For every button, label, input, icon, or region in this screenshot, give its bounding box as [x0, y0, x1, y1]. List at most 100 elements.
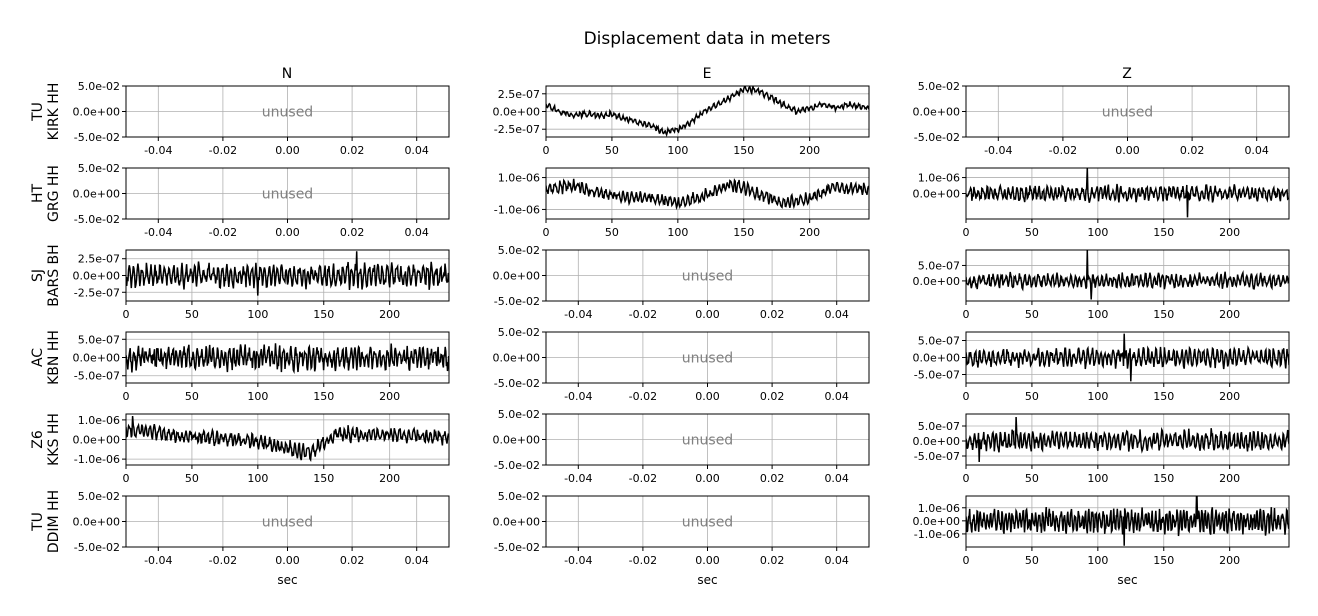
row-label: HT GRG HH: [30, 165, 62, 222]
x-tick-label: 150: [733, 226, 754, 239]
trace-panel: 0 50 100 150 200 1.0e-060.0e+00-1.0e-06 sec: [913, 495, 1290, 587]
x-tick-label: 150: [1153, 554, 1174, 567]
waveform-series: [966, 250, 1289, 300]
x-tick-label: 100: [1087, 554, 1108, 567]
y-tick-label: -5.0e-02: [74, 213, 120, 226]
trace-panel: unused -0.04 -0.02 0.00 0.02 0.04 5.0e-02 0.0e+…: [913, 80, 1290, 157]
x-tick-label: -0.04: [564, 472, 592, 485]
trace-panel: 0 50 100 150 200 5.0e-07 0.0e+00: [913, 249, 1290, 321]
x-tick-label: 150: [733, 144, 754, 157]
row-label-network: HT: [30, 184, 46, 204]
x-axis-label: sec: [277, 573, 297, 587]
row-label: Z6 KKS HH: [30, 413, 62, 466]
x-tick-label: 0.00: [275, 144, 300, 157]
x-tick-label: 0.04: [404, 226, 429, 239]
trace-panel: unused -0.04 -0.02 0.00 0.02 0.04 5.0e-02 0.0e+…: [73, 162, 450, 239]
y-tick-label: 0.0e+00: [493, 352, 540, 365]
x-tick-label: -0.02: [629, 390, 657, 403]
x-tick-label: 200: [1219, 226, 1240, 239]
unused-label: unused: [682, 515, 733, 531]
trace-panel: unused -0.04 -0.02 0.00 0.02 0.04 5.0e-02 0.0e+…: [73, 490, 450, 587]
y-tick-label: 0.0e+00: [73, 352, 120, 365]
y-tick-label: 5.0e-07: [78, 333, 120, 346]
trace-panel: 0 50 100 150 200 1.0e-06 0.0e+00 -1.0e-06: [73, 413, 450, 485]
x-tick-label: 50: [605, 226, 619, 239]
trace-panel: 0 50 100 150 200 1.0e-06 0.0e+00: [913, 167, 1290, 239]
y-tick-label: -5.0e-02: [914, 131, 960, 144]
y-tick-label: 0.0e+00: [913, 515, 960, 528]
row-label-network: SJ: [30, 269, 46, 282]
x-tick-label: 150: [313, 390, 334, 403]
x-tick-label: 50: [185, 308, 199, 321]
x-tick-label: 0.02: [760, 472, 785, 485]
waveform-series: [546, 177, 869, 211]
trace-panel: 0 50 100 150 200 2.5e-07 0.0e+00 -2.5e-07: [73, 249, 450, 321]
y-tick-label: 2.5e-07: [498, 88, 540, 101]
waveform-series: [546, 86, 869, 137]
trace-panel: 0 50 100 150 200 5.0e-07 0.0e+00 -5.0e-07: [73, 331, 450, 403]
panels: unused -0.04 -0.02 0.00 0.02 0.04 5.0e-02 0.0e+…: [73, 80, 1290, 587]
x-tick-label: -0.04: [144, 144, 172, 157]
axes-frame: [965, 413, 1290, 466]
y-tick-label: 5.0e-02: [78, 162, 120, 175]
x-tick-label: 150: [313, 472, 334, 485]
y-tick-label: -5.0e-07: [914, 369, 960, 382]
trace-panel: 0 50 100 150 200 1.0e-06 -1.0e-06: [494, 167, 870, 239]
x-tick-label: 200: [379, 472, 400, 485]
x-tick-label: -0.02: [629, 554, 657, 567]
x-tick-label: 100: [667, 144, 688, 157]
x-tick-label: 0: [963, 390, 970, 403]
y-tick-label: 0.0e+00: [913, 188, 960, 201]
unused-label: unused: [262, 105, 313, 121]
x-tick-label: 0: [123, 390, 130, 403]
y-tick-label: 0.0e+00: [493, 106, 540, 119]
x-tick-label: -0.04: [564, 390, 592, 403]
x-tick-label: 50: [1025, 308, 1039, 321]
trace-panel: 0 50 100 150 200 5.0e-07 0.0e+00 -5.0e-07: [913, 331, 1290, 403]
y-tick-label: -2.5e-07: [494, 123, 540, 136]
x-tick-label: 200: [799, 226, 820, 239]
x-tick-label: 0.04: [1244, 144, 1269, 157]
x-tick-label: 150: [1153, 472, 1174, 485]
row-label-network: TU: [30, 512, 46, 532]
x-tick-label: -0.02: [209, 554, 237, 567]
x-tick-label: -0.04: [564, 554, 592, 567]
y-tick-label: 0.0e+00: [493, 270, 540, 283]
trace-panel: unused -0.04 -0.02 0.00 0.02 0.04 5.0e-02 0.0e+…: [493, 490, 870, 587]
unused-label: unused: [262, 187, 313, 203]
row-label-station: GRG HH: [46, 165, 62, 222]
axes-frame: [965, 495, 1290, 548]
y-tick-label: -5.0e-02: [494, 377, 540, 390]
x-tick-label: -0.04: [564, 308, 592, 321]
x-tick-label: 50: [605, 144, 619, 157]
waveform-series: [966, 168, 1289, 218]
x-axis-label: sec: [697, 573, 717, 587]
row-label: TU DDIM HH: [30, 490, 62, 553]
row-label-station: KBN HH: [46, 330, 62, 385]
row-label-station: KIRK HH: [46, 83, 62, 141]
y-tick-label: 1.0e-06: [78, 414, 120, 427]
x-tick-label: 50: [1025, 554, 1039, 567]
y-tick-label: -5.0e-02: [494, 541, 540, 554]
x-tick-label: 0.02: [760, 554, 785, 567]
x-tick-label: 0.04: [824, 308, 849, 321]
column-title-e: E: [703, 66, 712, 82]
x-tick-label: -0.02: [209, 144, 237, 157]
y-tick-label: 5.0e-02: [78, 490, 120, 503]
y-tick-label: 5.0e-02: [498, 244, 540, 257]
y-tick-label: -5.0e-07: [914, 450, 960, 463]
column-titles: N E Z: [282, 66, 1132, 82]
x-tick-label: 0: [963, 226, 970, 239]
x-tick-label: 0.04: [824, 390, 849, 403]
y-tick-label: -5.0e-02: [74, 131, 120, 144]
trace-panel: unused -0.04 -0.02 0.00 0.02 0.04 5.0e-02 0.0e+…: [73, 80, 450, 157]
x-tick-label: 200: [379, 390, 400, 403]
x-tick-label: 200: [1219, 390, 1240, 403]
x-tick-label: 100: [247, 472, 268, 485]
waveform-series: [966, 416, 1289, 463]
x-axis-label: sec: [1117, 573, 1137, 587]
x-tick-label: 150: [1153, 308, 1174, 321]
waveform-series: [966, 333, 1289, 382]
y-tick-label: 5.0e-02: [498, 326, 540, 339]
y-tick-label: 2.5e-07: [78, 253, 120, 266]
